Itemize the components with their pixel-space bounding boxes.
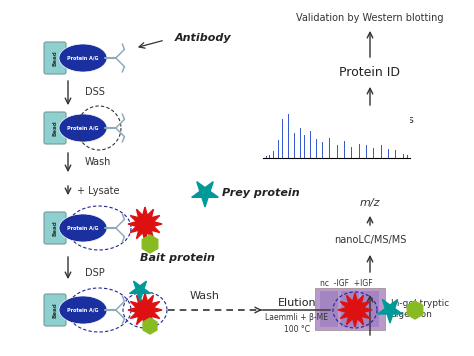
Text: Protein A/G: Protein A/G [67, 225, 99, 230]
Text: In-gel tryptic
digestion: In-gel tryptic digestion [391, 299, 449, 319]
Polygon shape [129, 281, 150, 301]
Text: Prey protein: Prey protein [222, 188, 300, 198]
Text: Validation by Western blotting: Validation by Western blotting [296, 13, 444, 23]
Bar [361, 291, 379, 327]
Text: Bead: Bead [53, 120, 57, 136]
Text: Protein A/G: Protein A/G [67, 56, 99, 61]
Ellipse shape [59, 44, 107, 72]
Text: DSS: DSS [85, 87, 105, 97]
Bar [315, 288, 385, 330]
Text: Elution: Elution [278, 298, 316, 308]
Text: Wash: Wash [85, 157, 111, 167]
Polygon shape [338, 293, 372, 327]
Polygon shape [378, 299, 402, 323]
Polygon shape [142, 235, 158, 253]
Text: nanoLC/MS/MS: nanoLC/MS/MS [334, 235, 406, 245]
Text: Bead: Bead [53, 220, 57, 236]
Text: Antibody: Antibody [175, 33, 232, 43]
Text: + Lysate: + Lysate [77, 186, 119, 196]
Bar [320, 291, 338, 327]
Bar [341, 291, 359, 327]
Text: Protein A/G: Protein A/G [67, 126, 99, 131]
Text: DSP: DSP [85, 268, 105, 278]
FancyBboxPatch shape [44, 212, 66, 244]
FancyBboxPatch shape [44, 42, 66, 74]
Text: Bead: Bead [53, 302, 57, 318]
Text: Protein A/G: Protein A/G [67, 308, 99, 313]
Text: 100 °C: 100 °C [284, 325, 310, 335]
Text: Bait protein: Bait protein [140, 253, 215, 263]
Ellipse shape [59, 214, 107, 242]
Polygon shape [128, 207, 162, 241]
Polygon shape [407, 301, 423, 319]
Text: m/z: m/z [360, 198, 380, 208]
Polygon shape [128, 293, 162, 327]
Ellipse shape [59, 114, 107, 142]
Text: Wash: Wash [190, 291, 220, 301]
Text: nc  -IGF  +IGF: nc -IGF +IGF [320, 278, 373, 288]
Polygon shape [191, 182, 219, 207]
Polygon shape [143, 318, 157, 334]
Text: Laemmli + β-ME: Laemmli + β-ME [265, 314, 328, 323]
Text: Mascot/Bioworks: Mascot/Bioworks [326, 115, 414, 125]
Text: Bead: Bead [53, 50, 57, 66]
Ellipse shape [59, 296, 107, 324]
FancyBboxPatch shape [44, 294, 66, 326]
Text: Protein ID: Protein ID [339, 67, 401, 79]
FancyBboxPatch shape [44, 112, 66, 144]
